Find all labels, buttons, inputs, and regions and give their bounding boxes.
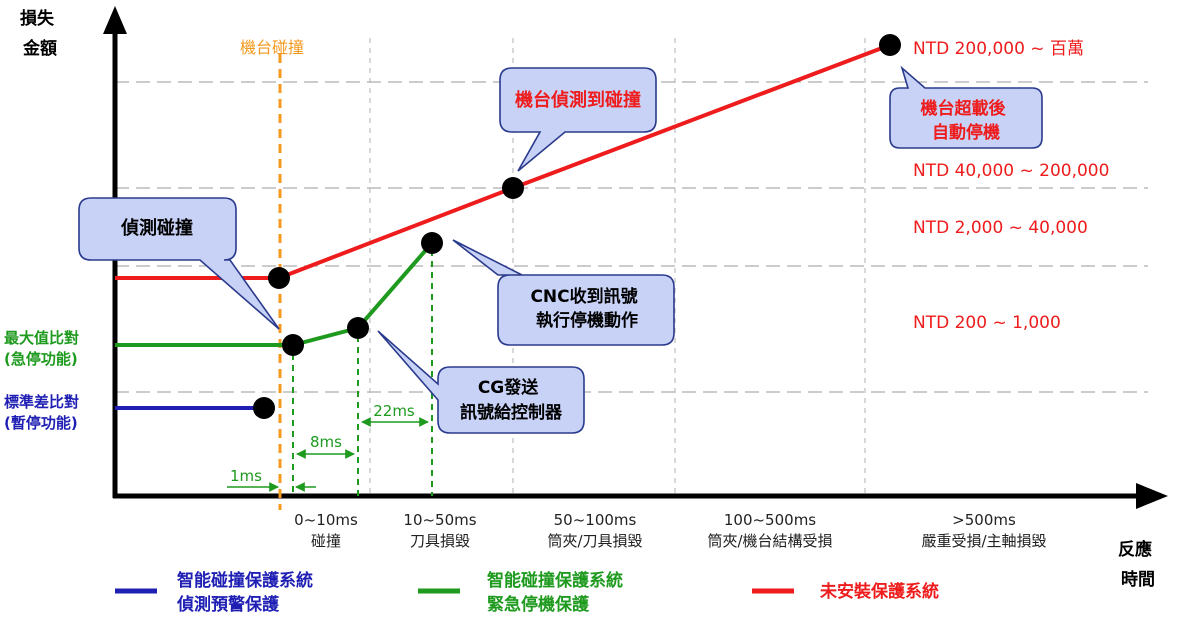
event-points xyxy=(253,34,901,419)
legend: 智能碰撞保護系統 偵測預警保護 智能碰撞保護系統 緊急停機保護 未安裝保護系統 xyxy=(115,570,939,615)
cost-tier-label: NTD 2,000 ~ 40,000 xyxy=(913,218,1088,238)
green-series-line xyxy=(115,241,434,347)
event-point xyxy=(268,267,290,289)
callout-detect-collision: 偵測碰撞 xyxy=(78,197,280,330)
time-band-label: 10~50ms 刀具損毀 xyxy=(403,511,476,550)
interval-label-1ms: 1ms xyxy=(230,467,262,485)
x-axis-title: 反應 時間 xyxy=(1118,539,1158,590)
svg-text:未安裝保護系統: 未安裝保護系統 xyxy=(819,581,939,602)
interval-labels: 1ms 8ms 22ms xyxy=(230,402,415,485)
event-point xyxy=(253,397,275,419)
time-band-labels: 0~10ms 碰撞 10~50ms 刀具損毀 50~100ms 筒夾/刀具損毀 100… xyxy=(294,511,1046,550)
callout-cg-signal: CG發送 訊號給控制器 xyxy=(377,330,585,434)
callout-overload-stop: 機台超載後 自動停機 xyxy=(889,65,1043,149)
cost-tier-label: NTD 40,000 ~ 200,000 xyxy=(913,161,1109,181)
time-band-label: 0~10ms 碰撞 xyxy=(294,511,358,550)
legend-item-no-protection: 未安裝保護系統 xyxy=(752,581,939,602)
callout-cnc-stop: CNC收到訊號 執行停機動作 xyxy=(452,239,675,346)
callout-machine-detects-collision: 機台偵測到碰撞 xyxy=(499,67,657,172)
cost-tier-labels: NTD 200,000 ~ 百萬 NTD 40,000 ~ 200,000 NT… xyxy=(913,39,1109,333)
time-band-label: 100~500ms 筒夾/機台結構受損 xyxy=(707,511,832,550)
green-side-label: 最大值比對 (急停功能) xyxy=(4,329,84,368)
time-band-label: >500ms 嚴重受損/主軸損毀 xyxy=(921,511,1046,550)
svg-text:CG發送 訊號給控制器: CG發送 訊號給控制器 xyxy=(460,377,563,423)
svg-text:智能碰撞保護系統 緊急停機保護: 智能碰撞保護系統 緊急停機保護 xyxy=(487,570,629,615)
x-axis-arrowhead xyxy=(1136,483,1168,509)
blue-side-label: 標準差比對 (暫停功能) xyxy=(4,393,84,432)
legend-item-emergency-stop: 智能碰撞保護系統 緊急停機保護 xyxy=(418,570,629,615)
svg-text:智能碰撞保護系統 偵測預警保護: 智能碰撞保護系統 偵測預警保護 xyxy=(176,570,319,615)
event-point xyxy=(347,317,369,339)
collision-marker-label: 機台碰撞 xyxy=(240,38,304,57)
svg-text:CNC收到訊號 執行停機動作: CNC收到訊號 執行停機動作 xyxy=(530,286,643,331)
event-point xyxy=(421,232,443,254)
interval-arrows xyxy=(227,417,429,492)
timing-verticals xyxy=(292,250,433,496)
interval-label-22ms: 22ms xyxy=(373,402,415,420)
event-point xyxy=(879,34,901,56)
cost-tier-label: NTD 200,000 ~ 百萬 xyxy=(913,39,1084,59)
red-series-line xyxy=(115,43,891,280)
axes xyxy=(103,6,1168,509)
time-band-label: 50~100ms 筒夾/刀具損毀 xyxy=(547,511,642,550)
cost-tier-label: NTD 200 ~ 1,000 xyxy=(913,313,1061,333)
y-axis-title: 損失 金額 xyxy=(20,8,60,59)
y-axis-arrowhead xyxy=(103,6,127,34)
svg-text:偵測碰撞: 偵測碰撞 xyxy=(120,217,193,239)
interval-label-8ms: 8ms xyxy=(310,433,342,451)
legend-item-detection-warning: 智能碰撞保護系統 偵測預警保護 xyxy=(115,570,319,615)
event-point xyxy=(502,177,524,199)
svg-text:機台偵測到碰撞: 機台偵測到碰撞 xyxy=(515,89,641,111)
svg-text:機台超載後 自動停機: 機台超載後 自動停機 xyxy=(921,98,1012,143)
event-point xyxy=(282,334,304,356)
